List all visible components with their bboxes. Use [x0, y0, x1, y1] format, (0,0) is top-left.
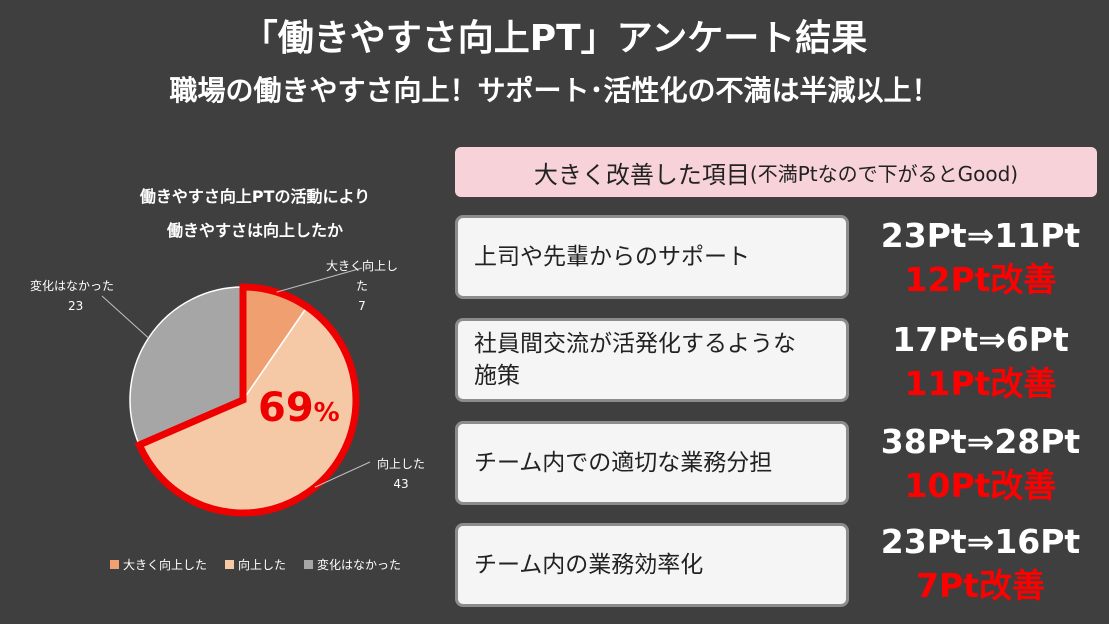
page-subtitle: 職場の働きやすさ向上！サポート･活性化の不満は半減以上！: [169, 74, 940, 107]
callout-value: 43: [393, 477, 409, 491]
improvement-item: チーム内の業務効率化: [455, 523, 849, 607]
pie-slice: [129, 286, 244, 446]
improvements-heading: 大きく改善した項目 (不満Ptなので下がるとGood): [455, 147, 1097, 197]
improvement-change: 17Pt⇒6Pt: [892, 320, 1069, 359]
improvements-heading-main: 大きく改善した項目: [533, 160, 750, 189]
improvement-change: 38Pt⇒28Pt: [880, 422, 1081, 461]
improvement-amount: 11Pt改善: [904, 364, 1057, 403]
improvement-change: 23Pt⇒16Pt: [880, 522, 1081, 561]
callout-leader-line: [314, 461, 371, 488]
chart-legend: 大きく向上した 向上した 変化はなかった: [110, 556, 401, 573]
improvement-amount: 10Pt改善: [904, 466, 1057, 505]
chart-title: 働きやすさ向上PTの活動により 働きやすさは向上したか: [20, 180, 490, 248]
improvement-item: チーム内での適切な業務分担: [455, 421, 849, 505]
improvement-result: 23Pt⇒11Pt 12Pt改善: [858, 214, 1103, 302]
improvement-label: 上司や先輩からのサポート: [474, 244, 750, 270]
callout-category: 大きく向上した: [325, 259, 398, 293]
callout-large-improvement: 大きく向上した 7: [322, 256, 402, 316]
pie-chart: [101, 267, 371, 517]
callout-no-change: 変化はなかった 23: [30, 276, 130, 316]
improvement-item: 上司や先輩からのサポート: [455, 215, 849, 299]
highlight-unit: %: [313, 398, 340, 428]
improvement-label: チーム内の業務効率化: [474, 552, 704, 578]
legend-item: 変化はなかった: [304, 556, 401, 573]
improvement-result: 23Pt⇒16Pt 7Pt改善: [858, 520, 1103, 608]
chart-title-line2: 働きやすさは向上したか: [166, 221, 343, 240]
legend-item: 向上した: [225, 556, 286, 573]
improvement-amount: 12Pt改善: [904, 260, 1057, 299]
legend-swatch: [225, 560, 235, 569]
improvement-result: 17Pt⇒6Pt 11Pt改善: [858, 318, 1103, 406]
legend-label: 変化はなかった: [317, 558, 402, 572]
legend-swatch: [304, 560, 314, 569]
legend-swatch: [110, 560, 119, 569]
callout-value: 23: [68, 299, 84, 313]
callout-leader-line: [276, 267, 363, 293]
chart-title-line1: 働きやすさ向上PTの活動により: [139, 187, 371, 206]
callout-leader-line: [101, 295, 149, 339]
highlight-outline: [134, 283, 360, 517]
legend-label: 向上した: [238, 558, 287, 572]
callout-category: 変化はなかった: [30, 279, 115, 293]
highlight-value: 69: [258, 385, 314, 431]
improvement-label: 社員間交流が活発化するような施策: [474, 331, 796, 389]
improvement-change: 23Pt⇒11Pt: [880, 216, 1081, 255]
improvement-item: 社員間交流が活発化するような施策: [455, 318, 849, 402]
callout-category: 向上した: [376, 457, 425, 471]
highlight-percentage: 69%: [258, 384, 340, 437]
improvements-heading-note: (不満Ptなので下がるとGood): [749, 161, 1019, 186]
legend-label: 大きく向上した: [123, 558, 208, 572]
improvement-result: 38Pt⇒28Pt 10Pt改善: [858, 420, 1103, 508]
improvement-label: チーム内での適切な業務分担: [474, 450, 773, 476]
improvement-amount: 7Pt改善: [916, 566, 1045, 605]
legend-item: 大きく向上した: [110, 556, 207, 573]
page-title: 「働きやすさ向上PT」アンケート結果: [241, 18, 868, 59]
callout-improved: 向上した 43: [366, 454, 436, 494]
callout-value: 7: [358, 299, 366, 313]
